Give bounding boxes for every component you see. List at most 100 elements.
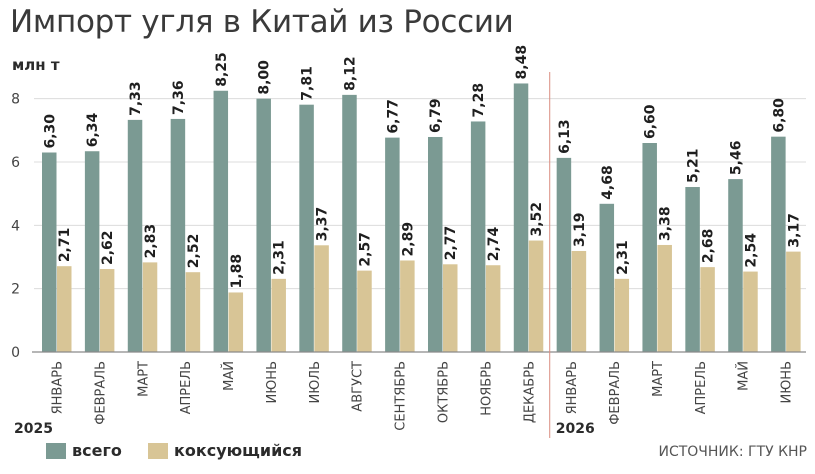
bar-total [513,83,529,352]
data-label-coking: 2,89 [400,222,416,257]
y-tick-label: 6 [11,155,20,171]
bar-total [685,187,700,352]
x-tick-label: АПРЕЛЬ [179,361,194,414]
bar-total [299,104,314,352]
data-label-coking: 2,62 [100,230,116,265]
data-label-coking: 2,31 [615,240,631,275]
bar-coking [743,271,758,352]
bar-coking [700,267,715,352]
data-label-coking: 3,17 [786,213,802,248]
bar-total [170,118,186,352]
x-tick-label: АПРЕЛЬ [694,361,709,414]
data-label-coking: 2,71 [57,228,73,263]
data-label-coking: 2,54 [743,233,759,268]
x-tick-label: ИЮНЬ [265,361,280,403]
data-label-coking: 3,19 [572,212,588,247]
x-tick-label: МАЙ [736,361,752,391]
bar-coking [314,245,329,352]
bar-coking [228,292,244,352]
y-tick-label: 0 [11,345,20,361]
chart-title: Импорт угля в Китай из России [10,4,514,40]
data-label-coking: 3,37 [315,207,331,242]
x-tick-label: АВГУСТ [351,361,366,412]
bar-coking [271,278,286,352]
bar-total [470,121,486,352]
bar-total [127,119,143,352]
data-label-total: 8,25 [214,52,230,87]
legend-swatch-total [46,443,66,459]
bar-total [256,98,271,353]
bar-coking [614,278,630,352]
x-tick-label: МАРТ [136,361,151,397]
bar-coking [400,260,415,352]
data-label-total: 6,34 [85,112,101,147]
legend-label-coking: коксующийся [174,441,303,460]
data-label-total: 6,60 [643,104,659,139]
data-label-total: 4,68 [600,165,616,200]
x-tick-label: МАЙ [221,361,237,391]
bar-coking [443,264,458,352]
data-label-total: 6,80 [771,98,787,133]
bar-total [771,136,786,352]
bar-total [728,179,743,352]
bar-total [342,94,357,352]
y-tick-label: 4 [11,218,20,234]
x-tick-label: ОКТЯБРЬ [437,361,452,423]
data-label-total: 5,21 [686,148,702,183]
y-tick-label: 2 [11,282,20,298]
x-tick-label: ФЕВРАЛЬ [93,361,108,425]
bar-coking [357,270,372,352]
data-label-coking: 1,88 [229,254,245,289]
data-label-total: 5,46 [728,141,744,176]
data-label-coking: 2,83 [143,224,159,259]
x-tick-label: ИЮНЬ [780,361,795,403]
data-label-coking: 2,68 [701,229,717,264]
data-label-total: 7,28 [471,83,487,118]
year-label-2026: 2026 [556,421,595,437]
year-label-2025: 2025 [14,421,53,437]
data-label-total: 8,48 [514,45,530,80]
legend-swatch-coking [148,443,168,459]
data-label-coking: 2,57 [357,232,373,267]
x-tick-label: ИЮЛЬ [308,361,323,403]
bar-coking [657,244,672,352]
data-label-coking: 3,38 [658,206,674,241]
data-label-total: 6,77 [385,99,401,134]
bar-total [599,203,615,352]
x-tick-label: ДЕКАБРЬ [522,361,537,423]
data-label-coking: 2,77 [443,226,459,261]
x-tick-label: СЕНТЯБРЬ [394,361,409,431]
legend-label-total: всего [72,441,122,460]
y-axis-unit-label: млн т [12,56,60,74]
bar-coking [571,250,587,352]
data-label-coking: 3,52 [529,202,545,237]
bar-total [642,143,657,352]
data-label-coking: 2,74 [486,226,502,261]
bar-total [84,151,100,352]
x-tick-label: ФЕВРАЛЬ [608,361,623,425]
bar-coking [485,265,501,352]
bar-total [42,152,57,352]
bar-total [556,157,572,352]
data-label-total: 6,30 [42,114,58,149]
x-tick-label: НОЯБРЬ [479,361,494,416]
x-tick-label: ЯНВАРЬ [51,361,66,414]
data-label-coking: 2,31 [272,240,288,275]
bar-coking [185,272,201,352]
bar-coking [57,266,72,352]
bar-coking [99,269,115,352]
bar-total [213,90,229,352]
data-label-total: 8,00 [257,60,273,95]
bar-coking [528,240,544,352]
data-label-coking: 2,52 [186,234,202,269]
data-label-total: 7,33 [128,81,144,116]
bar-coking [786,251,801,352]
bar-total [385,137,400,352]
bar-coking [142,262,158,352]
data-label-total: 7,81 [300,66,316,101]
bar-total [428,136,443,352]
data-label-total: 6,13 [557,119,573,154]
x-tick-label: ЯНВАРЬ [565,361,580,414]
data-label-total: 7,36 [171,80,187,115]
